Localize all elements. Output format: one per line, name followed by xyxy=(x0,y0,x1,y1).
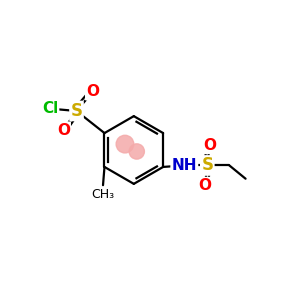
Text: S: S xyxy=(70,102,83,120)
Circle shape xyxy=(116,135,134,153)
Text: O: O xyxy=(86,84,99,99)
Text: O: O xyxy=(198,178,212,193)
Text: Cl: Cl xyxy=(42,101,58,116)
Text: S: S xyxy=(201,157,213,175)
Text: O: O xyxy=(57,123,70,138)
Text: O: O xyxy=(203,138,216,153)
Text: CH₃: CH₃ xyxy=(92,188,115,200)
Circle shape xyxy=(129,144,144,159)
Text: NH: NH xyxy=(172,158,197,173)
